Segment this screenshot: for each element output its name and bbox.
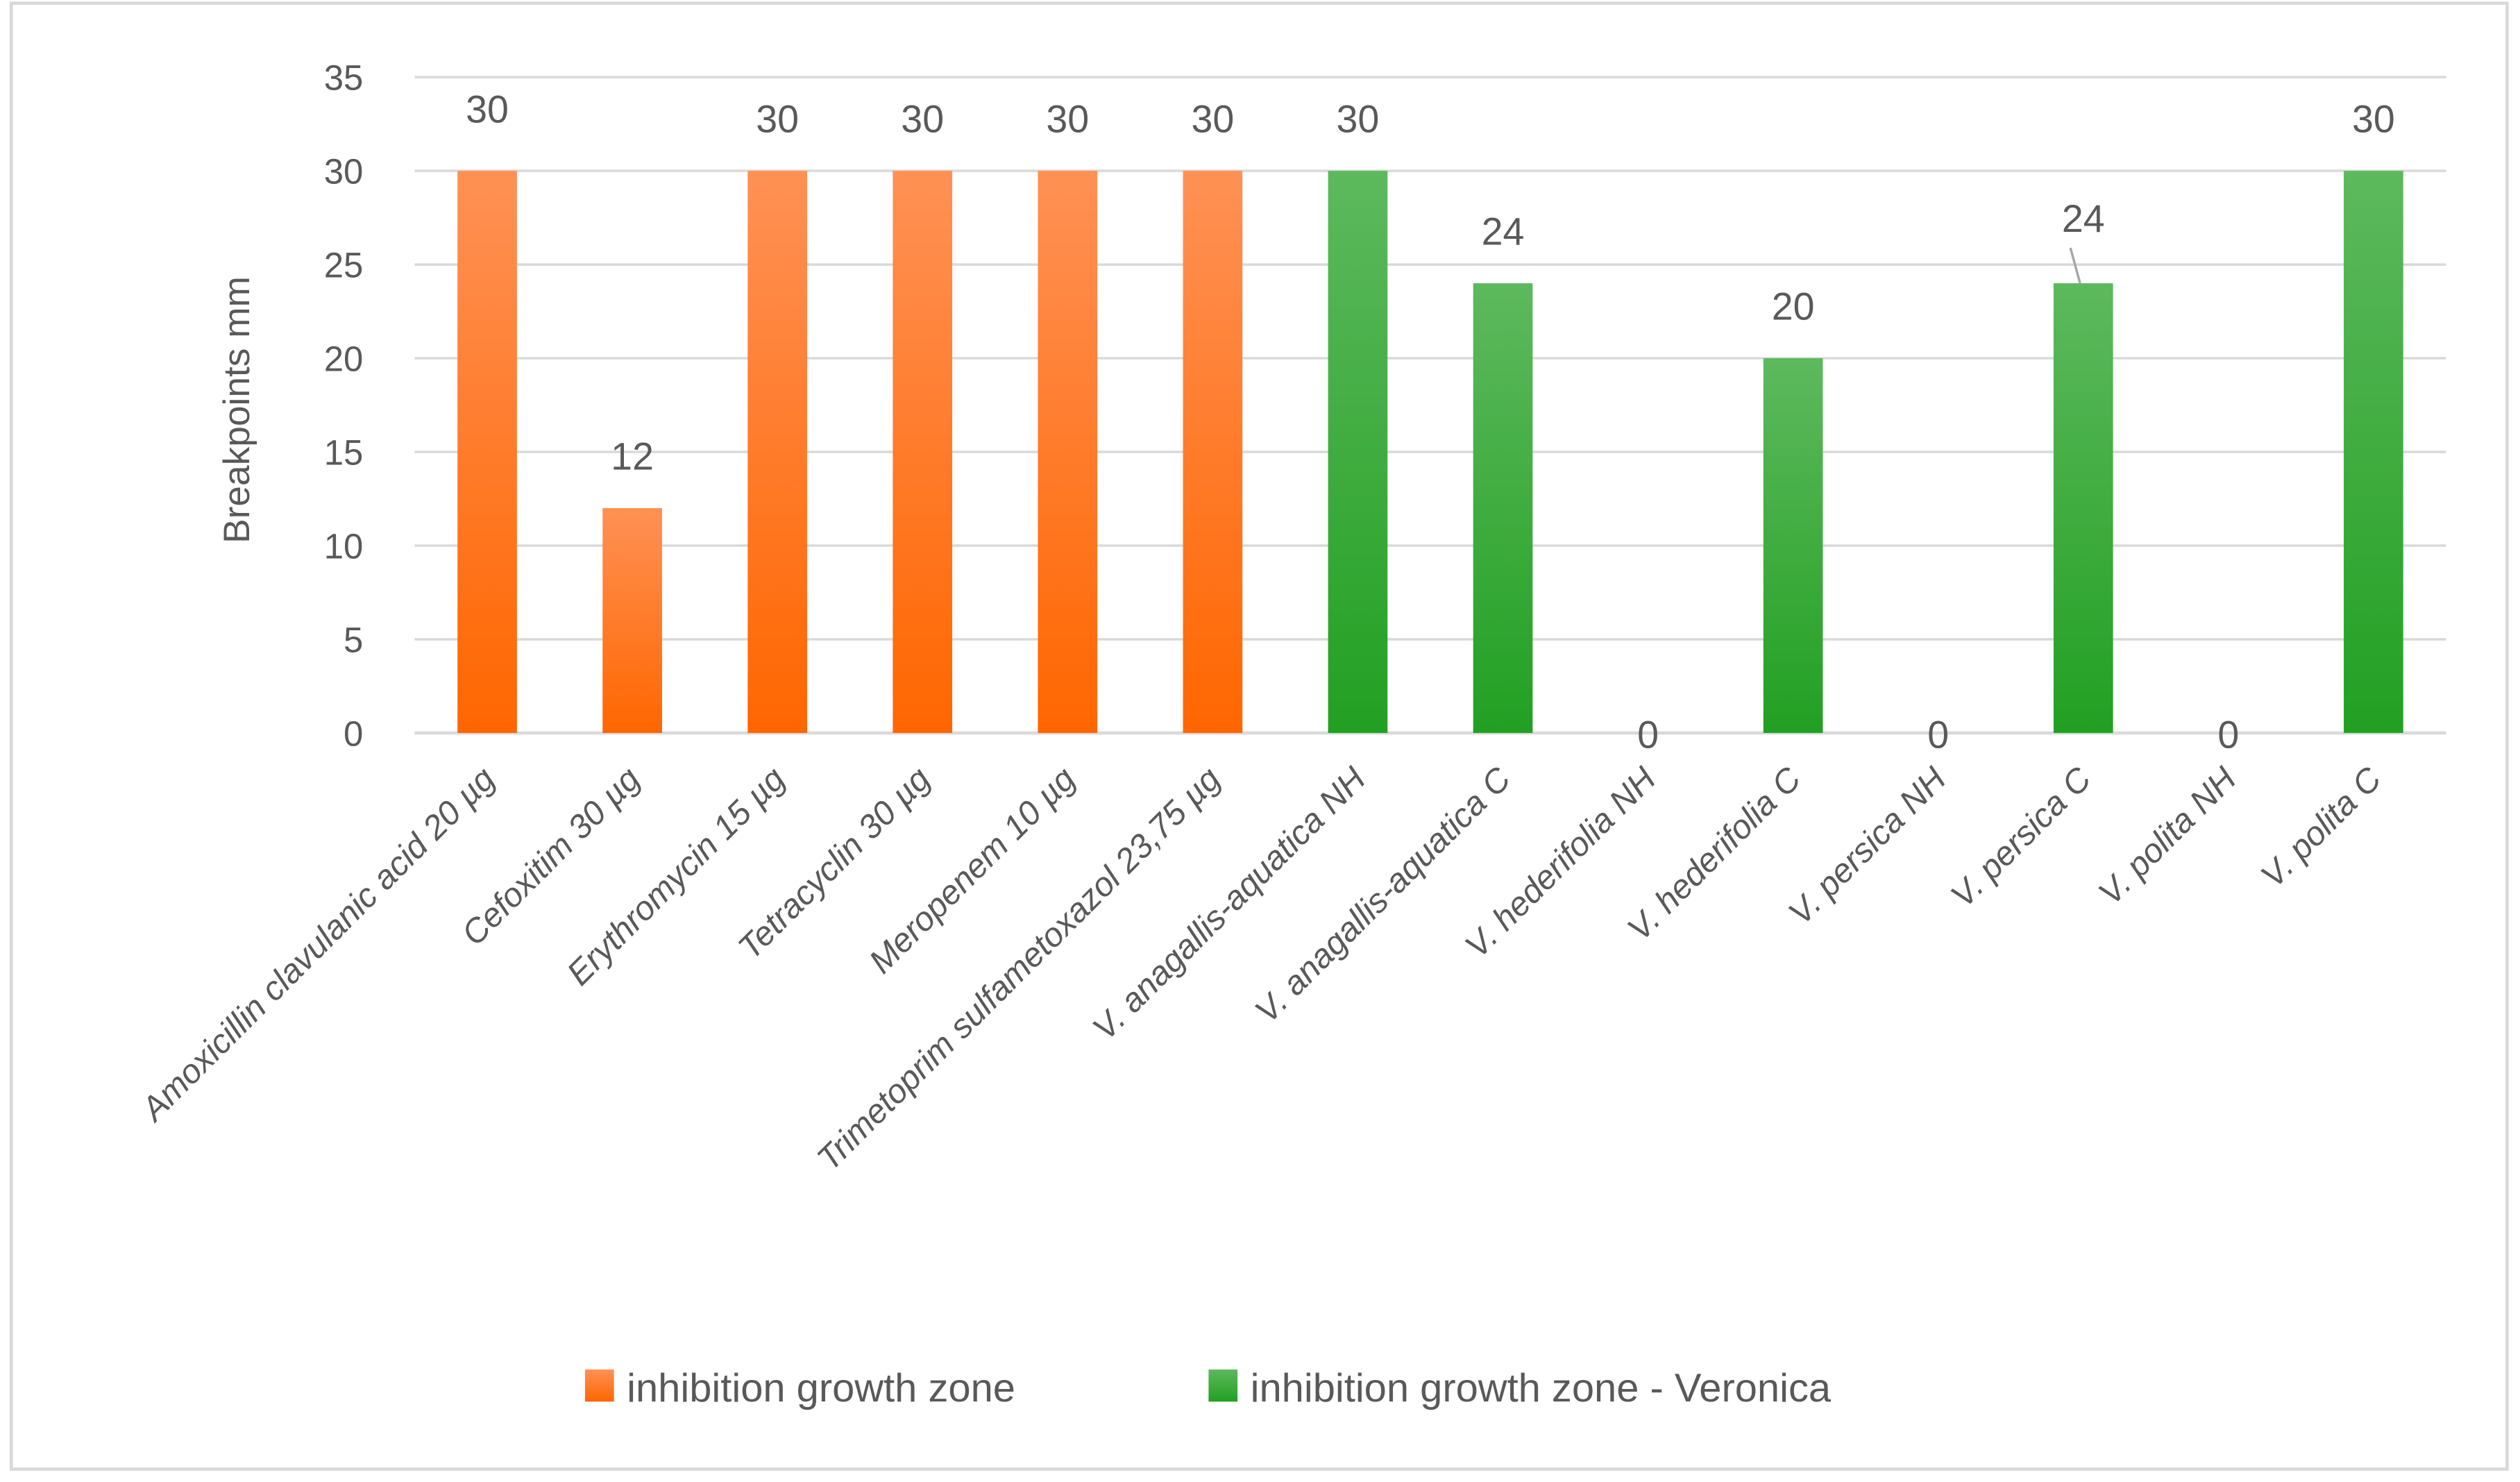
data-label: 30 — [1337, 98, 1380, 141]
bar — [2344, 171, 2403, 733]
data-label: 30 — [466, 88, 509, 131]
bar — [893, 171, 953, 733]
bar — [457, 171, 517, 733]
data-label: 24 — [1482, 210, 1525, 253]
data-label: 0 — [1927, 714, 1949, 757]
data-label: 24 — [2062, 197, 2105, 240]
data-label: 30 — [756, 98, 799, 141]
y-tick-label: 25 — [324, 246, 364, 285]
y-tick-label: 35 — [324, 58, 364, 98]
bar — [747, 171, 807, 733]
legend-swatch-1 — [1208, 1369, 1238, 1402]
bar — [1328, 171, 1388, 733]
chart-frame — [9, 1, 2509, 1471]
data-label: 0 — [2217, 714, 2239, 757]
data-label: 30 — [901, 98, 944, 141]
data-label: 30 — [1046, 98, 1089, 141]
legend-label-0: inhibition growth zone — [627, 1366, 1015, 1411]
y-tick-label: 30 — [324, 152, 364, 192]
bar — [1763, 358, 1823, 733]
bar — [1473, 283, 1533, 733]
bar — [602, 508, 662, 733]
legend-swatch-0 — [584, 1369, 614, 1402]
bar — [2053, 283, 2113, 733]
data-label: 12 — [611, 435, 654, 478]
bar — [1183, 171, 1243, 733]
leader-line — [2069, 247, 2081, 284]
legend-label-1: inhibition growth zone - Veronica — [1251, 1366, 1832, 1411]
y-tick-label: 15 — [324, 433, 364, 473]
data-label: 20 — [1772, 285, 1815, 328]
bar — [1038, 171, 1098, 733]
data-label: 30 — [2352, 98, 2395, 141]
data-label: 30 — [1191, 98, 1234, 141]
y-tick-label: 10 — [324, 527, 364, 566]
data-label: 0 — [1637, 714, 1659, 757]
y-axis-title: Breakpoints mm — [217, 276, 257, 544]
y-tick-label: 5 — [344, 620, 363, 659]
y-tick-label: 20 — [324, 339, 364, 379]
legend: inhibition growth zone inhibition growth… — [584, 1366, 1832, 1411]
y-tick-label: 0 — [344, 714, 363, 753]
